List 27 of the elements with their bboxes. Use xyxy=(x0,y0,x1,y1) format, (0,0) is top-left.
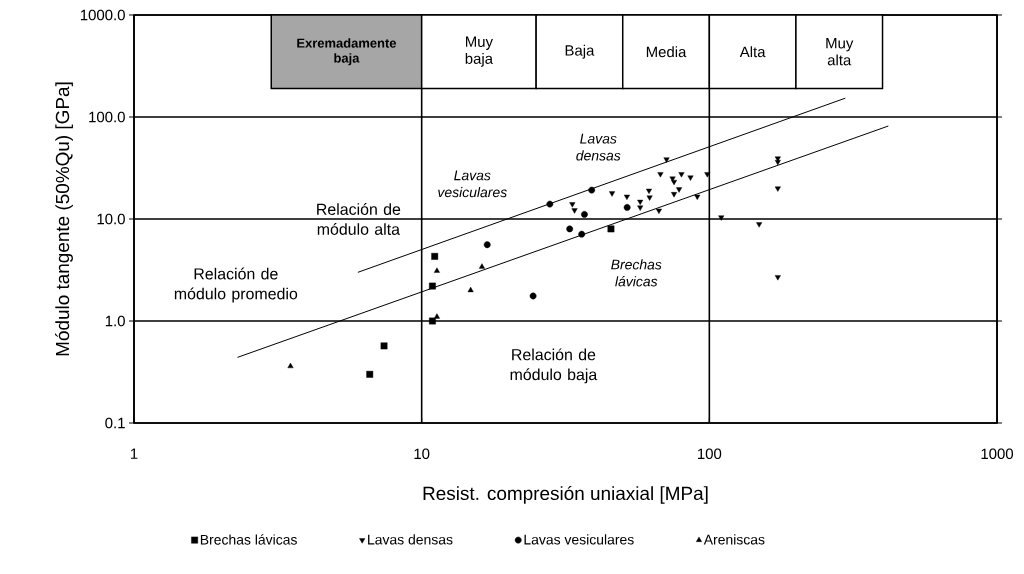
y-tick-label: 1000.0 xyxy=(80,9,125,21)
annotation: Relación de módulo promedio xyxy=(174,267,298,303)
annotation: Relación de módulo alta xyxy=(317,203,401,235)
x-axis-title: Resist. compresión uniaxial [MPa] xyxy=(423,485,708,504)
legend-label: Areniscas xyxy=(703,534,765,545)
x-tick-label: 100 xyxy=(698,448,722,460)
y-axis-title: Módulo tangente (50%Qu) [GPa] xyxy=(55,82,73,356)
band-label: Media xyxy=(646,46,687,58)
y-tick-label: 100.0 xyxy=(89,111,125,123)
annotation: Relación de módulo baja xyxy=(510,348,598,384)
annotation: Brechas lávicas xyxy=(611,259,662,287)
y-tick-label: 0.1 xyxy=(105,417,125,429)
legend-label: Lavas densas xyxy=(368,534,453,545)
band-label: Baja xyxy=(565,44,595,59)
x-tick-label: 1000 xyxy=(981,448,1014,460)
annotation: Lavas densas xyxy=(576,133,621,161)
x-tick-label: 10 xyxy=(414,448,430,460)
y-tick-label: 10.0 xyxy=(97,213,125,225)
legend-label: Lavas vesiculares xyxy=(524,534,634,545)
x-tick-label: 1 xyxy=(130,448,138,459)
y-tick-label: 1.0 xyxy=(105,315,125,327)
band-label: Muy alta xyxy=(826,38,854,66)
band-label: Alta xyxy=(739,46,766,58)
legend-label: Brechas lávicas xyxy=(200,534,297,545)
annotation: Lavas vesiculares xyxy=(438,170,507,198)
band-label: Muy baja xyxy=(465,36,494,67)
band-label: Exremadamente baja xyxy=(297,38,397,66)
